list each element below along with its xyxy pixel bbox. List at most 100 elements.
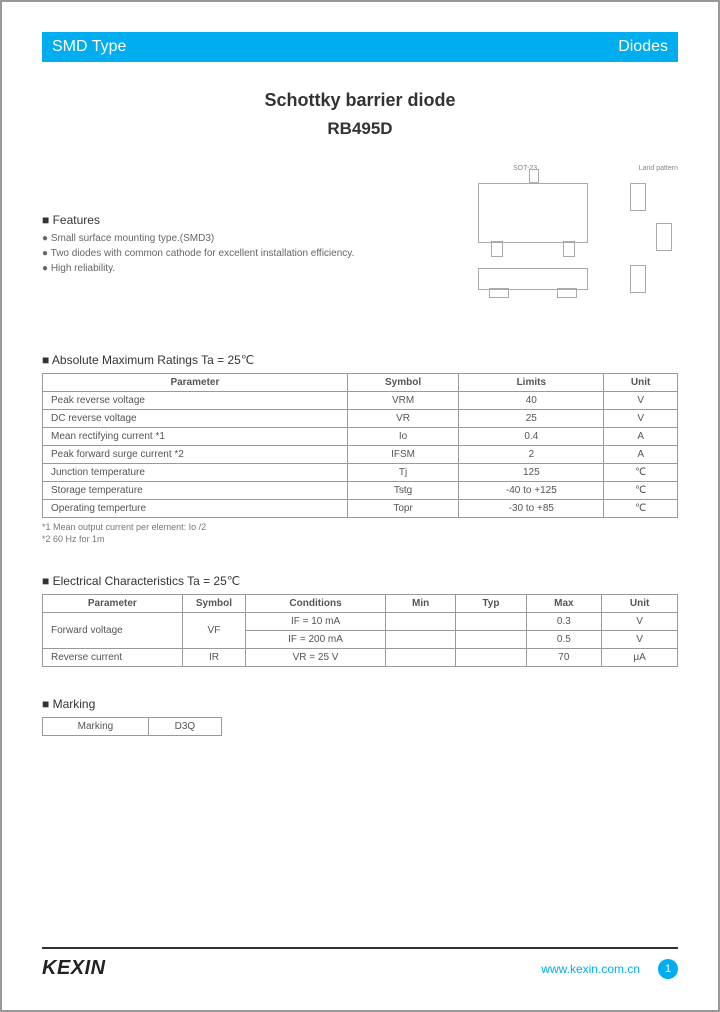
abs-max-table: Parameter Symbol Limits Unit Peak revers…	[42, 373, 678, 518]
title-line1: Schottky barrier diode	[42, 90, 678, 111]
table-header-row: Parameter Symbol Limits Unit	[43, 374, 678, 392]
brand-logo: KEXIN	[42, 957, 106, 980]
cell-typ	[456, 631, 526, 649]
part-number: RB495D	[42, 119, 678, 139]
package-top-view	[478, 183, 588, 243]
table-row: Junction temperatureTj125℃	[43, 464, 678, 482]
cell-typ	[456, 649, 526, 667]
cell-min	[385, 631, 456, 649]
col-parameter: Parameter	[43, 595, 183, 613]
cell-param: Peak forward surge current *2	[43, 446, 348, 464]
cell-cond: IF = 10 mA	[246, 613, 386, 631]
col-unit: Unit	[604, 374, 678, 392]
cell-unit: V	[604, 410, 678, 428]
cell-param: Forward voltage	[43, 613, 183, 649]
marking-table: Marking D3Q	[42, 717, 222, 736]
abs-max-heading: Absolute Maximum Ratings Ta = 25℃	[42, 353, 678, 367]
cell-param: DC reverse voltage	[43, 410, 348, 428]
header-bar: SMD Type Diodes	[42, 32, 678, 62]
cell-limits: 0.4	[459, 428, 604, 446]
cell-max: 70	[526, 649, 602, 667]
cell-param: Peak reverse voltage	[43, 392, 348, 410]
package-side-view	[478, 268, 588, 290]
col-symbol: Symbol	[182, 595, 246, 613]
table-header-row: Parameter Symbol Conditions Min Typ Max …	[43, 595, 678, 613]
col-max: Max	[526, 595, 602, 613]
cell-symbol: VRM	[347, 392, 459, 410]
header-right: Diodes	[618, 38, 668, 56]
cell-limits: 2	[459, 446, 604, 464]
cell-limits: 125	[459, 464, 604, 482]
col-conditions: Conditions	[246, 595, 386, 613]
table-row: Marking D3Q	[43, 718, 222, 736]
cell-param: Reverse current	[43, 649, 183, 667]
table-row: Reverse current IR VR = 25 V 70 μA	[43, 649, 678, 667]
cell-symbol: VR	[347, 410, 459, 428]
abs-max-section: Absolute Maximum Ratings Ta = 25℃ Parame…	[42, 353, 678, 544]
cell-symbol: VF	[182, 613, 246, 649]
note-item: *2 60 Hz for 1m	[42, 534, 678, 544]
package-label-land: Land pattern	[639, 165, 678, 172]
footer: KEXIN www.kexin.com.cn 1	[42, 947, 678, 980]
cell-unit: V	[602, 613, 678, 631]
cell-min	[385, 649, 456, 667]
header-left: SMD Type	[52, 38, 126, 56]
table-row: DC reverse voltageVR25V	[43, 410, 678, 428]
col-limits: Limits	[459, 374, 604, 392]
feature-item: Small surface mounting type.(SMD3)	[42, 233, 418, 244]
table-row: Mean rectifying current *1Io0.4A	[43, 428, 678, 446]
feature-item: High reliability.	[42, 263, 418, 274]
cell-cond: VR = 25 V	[246, 649, 386, 667]
cell-unit: μA	[602, 649, 678, 667]
cell-typ	[456, 613, 526, 631]
abs-max-notes: *1 Mean output current per element: Io /…	[42, 522, 678, 544]
cell-unit: ℃	[604, 500, 678, 518]
elec-heading: Electrical Characteristics Ta = 25℃	[42, 574, 678, 588]
cell-symbol: IR	[182, 649, 246, 667]
table-row: Peak forward surge current *2IFSM2A	[43, 446, 678, 464]
cell-unit: V	[602, 631, 678, 649]
cell-unit: ℃	[604, 482, 678, 500]
package-diagram: SOT-23 Land pattern	[458, 163, 678, 313]
col-min: Min	[385, 595, 456, 613]
cell-unit: V	[604, 392, 678, 410]
cell-max: 0.5	[526, 631, 602, 649]
package-land-pattern	[628, 183, 674, 293]
marking-value: D3Q	[148, 718, 221, 736]
cell-param: Mean rectifying current *1	[43, 428, 348, 446]
elec-section: Electrical Characteristics Ta = 25℃ Para…	[42, 574, 678, 667]
feature-item: Two diodes with common cathode for excel…	[42, 248, 418, 259]
cell-param: Storage temperature	[43, 482, 348, 500]
cell-param: Junction temperature	[43, 464, 348, 482]
marking-section: Marking Marking D3Q	[42, 697, 678, 736]
cell-limits: 40	[459, 392, 604, 410]
features-section: Features Small surface mounting type.(SM…	[42, 213, 418, 278]
table-row: Peak reverse voltageVRM40V	[43, 392, 678, 410]
col-parameter: Parameter	[43, 374, 348, 392]
table-row: Operating tempertureTopr-30 to +85℃	[43, 500, 678, 518]
marking-heading: Marking	[42, 697, 678, 711]
cell-symbol: Io	[347, 428, 459, 446]
cell-symbol: Topr	[347, 500, 459, 518]
cell-unit: A	[604, 428, 678, 446]
cell-symbol: IFSM	[347, 446, 459, 464]
cell-unit: A	[604, 446, 678, 464]
cell-min	[385, 613, 456, 631]
cell-cond: IF = 200 mA	[246, 631, 386, 649]
cell-max: 0.3	[526, 613, 602, 631]
table-row: Forward voltage VF IF = 10 mA 0.3 V	[43, 613, 678, 631]
col-typ: Typ	[456, 595, 526, 613]
cell-symbol: Tj	[347, 464, 459, 482]
table-row: Storage temperatureTstg-40 to +125℃	[43, 482, 678, 500]
col-unit: Unit	[602, 595, 678, 613]
cell-param: Operating temperture	[43, 500, 348, 518]
page-number: 1	[658, 959, 678, 979]
footer-url: www.kexin.com.cn	[541, 962, 640, 976]
cell-symbol: Tstg	[347, 482, 459, 500]
cell-unit: ℃	[604, 464, 678, 482]
cell-limits: -30 to +85	[459, 500, 604, 518]
note-item: *1 Mean output current per element: Io /…	[42, 522, 678, 532]
cell-limits: -40 to +125	[459, 482, 604, 500]
cell-limits: 25	[459, 410, 604, 428]
marking-label: Marking	[43, 718, 149, 736]
